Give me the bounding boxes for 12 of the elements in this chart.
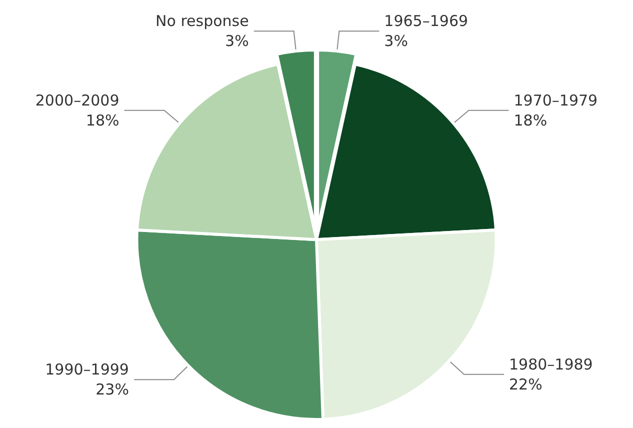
data-label: 22% (508, 375, 542, 394)
data-label: 23% (96, 380, 129, 399)
slice-label: 1980–1989 (508, 355, 593, 374)
slice-label: 1970–1979 (514, 91, 598, 110)
slice-label: 1990–1999 (45, 360, 129, 379)
data-label: 3% (225, 32, 249, 50)
data-label: 18% (514, 111, 548, 130)
slice-label: 1965–1969 (384, 12, 468, 30)
data-label: 3% (384, 32, 408, 50)
data-label: 18% (86, 111, 120, 130)
slice-label: No response (156, 12, 249, 30)
slice-label: 2000–2009 (35, 91, 120, 110)
